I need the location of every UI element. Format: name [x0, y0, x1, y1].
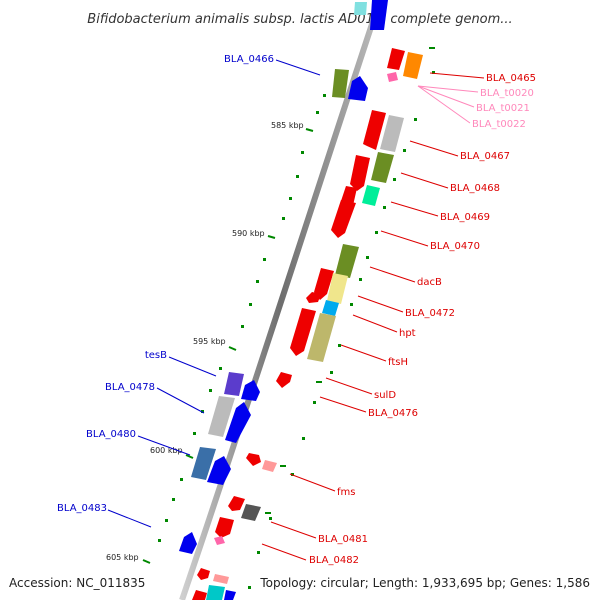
gene-label[interactable]: BLA_0480	[86, 429, 136, 440]
gene-arrow-forward	[370, 0, 388, 30]
gene-label[interactable]: fms	[337, 487, 355, 498]
scale-tick	[228, 346, 237, 351]
genome-backbone	[179, 0, 383, 600]
scale-tick	[185, 454, 194, 459]
scale-label: 595 kbp	[193, 337, 226, 346]
gene-label[interactable]: BLA_0469	[440, 212, 490, 223]
gene-arrow-reverse	[314, 268, 334, 300]
gene-arrow-forward	[354, 2, 367, 15]
gene-arrow-forward	[191, 447, 216, 480]
forward-leader-lines	[107, 59, 321, 528]
gene-arrow-reverse	[335, 244, 359, 278]
forward-genes	[179, 0, 388, 600]
gene-arrow-reverse	[213, 574, 229, 584]
gene-arrow-reverse	[228, 496, 245, 511]
gene-arrow-reverse	[371, 152, 394, 183]
gene-label[interactable]: BLA_t0020	[480, 88, 534, 99]
gene-arrow-reverse	[380, 115, 404, 152]
trna-leader-lines	[417, 85, 479, 124]
scale-labels: 585 kbp 590 kbp 595 kbp 600 kbp 605 kbp	[106, 121, 314, 564]
gene-arrow-reverse	[262, 460, 277, 472]
gene-arrow-reverse	[363, 110, 386, 150]
gene-arrow-reverse	[246, 453, 261, 466]
gene-label[interactable]: BLA_0465	[486, 73, 536, 84]
gene-arrow-reverse	[331, 200, 356, 238]
gene-label[interactable]: dacB	[417, 277, 442, 288]
gene-label[interactable]: sulD	[374, 390, 396, 401]
gene-arrow-forward	[179, 532, 197, 554]
gene-arrow-reverse	[214, 536, 225, 545]
gene-arrow-forward	[332, 69, 349, 98]
scale-tick	[142, 559, 151, 564]
gene-label[interactable]: BLA_0476	[368, 408, 418, 419]
gene-label[interactable]: BLA_0467	[460, 151, 510, 162]
gene-label[interactable]: BLA_0466	[224, 54, 274, 65]
reverse-genes	[192, 48, 423, 600]
scale-tick	[305, 128, 314, 132]
gene-arrow-forward	[224, 590, 236, 600]
gene-label[interactable]: BLA_t0021	[476, 103, 530, 114]
forward-labels: BLA_0466 tesB BLA_0478 BLA_0480 BLA_0483	[57, 54, 274, 514]
gene-label[interactable]: hpt	[399, 328, 416, 339]
gene-arrow-reverse	[276, 372, 292, 388]
gene-arrow-reverse	[387, 48, 405, 70]
gene-arrow-forward	[348, 76, 368, 101]
gene-arrow-reverse	[403, 52, 423, 79]
gene-label[interactable]: BLA_0483	[57, 503, 107, 514]
scale-label: 605 kbp	[106, 553, 139, 562]
gene-label[interactable]: BLA_0481	[318, 534, 368, 545]
gene-label[interactable]: ftsH	[388, 357, 408, 368]
gene-arrow-forward	[241, 380, 260, 401]
reverse-labels: BLA_0465 BLA_0467 BLA_0468 BLA_0469 BLA_…	[309, 73, 536, 566]
gene-arrow-reverse	[197, 568, 210, 580]
gene-label[interactable]: BLA_0472	[405, 308, 455, 319]
gene-arrow-reverse	[362, 185, 380, 206]
scale-label: 585 kbp	[271, 121, 304, 130]
gene-arrow-forward	[207, 456, 231, 485]
map-title: Bifidobacterium animalis subsp. lactis A…	[87, 12, 512, 27]
scale-label: 600 kbp	[150, 446, 183, 455]
gene-arrow-reverse	[215, 517, 234, 538]
gene-arrow-reverse	[290, 308, 316, 356]
reverse-leader-lines	[261, 72, 485, 561]
gene-label[interactable]: BLA_t0022	[472, 119, 526, 130]
gene-label[interactable]: tesB	[145, 350, 167, 361]
gene-arrow-forward	[225, 402, 251, 443]
gene-label[interactable]: BLA_0478	[105, 382, 155, 393]
scale-tick	[267, 235, 276, 239]
gene-arrow-reverse	[350, 155, 370, 191]
gene-arrow-forward	[208, 396, 235, 437]
topology-text: Topology: circular; Length: 1,933,695 bp…	[259, 576, 590, 590]
gene-arrow-forward	[206, 585, 225, 600]
gene-label[interactable]: BLA_0482	[309, 555, 359, 566]
gene-label[interactable]: BLA_0470	[430, 241, 480, 252]
gene-arrow-reverse	[241, 504, 261, 521]
gene-arrow-reverse	[327, 273, 348, 304]
accession-text: Accession: NC_011835	[9, 576, 145, 590]
scale-label: 590 kbp	[232, 229, 265, 238]
trna-labels: BLA_t0020 BLA_t0021 BLA_t0022	[472, 88, 534, 130]
gene-arrow-forward	[224, 372, 244, 396]
gene-arrow-reverse	[192, 590, 207, 600]
gene-arrow-reverse	[387, 72, 398, 82]
gene-label[interactable]: BLA_0468	[450, 183, 500, 194]
gene-arrow-reverse	[307, 313, 336, 362]
gene-arrow-reverse	[322, 300, 339, 316]
gene-arrow-reverse	[306, 292, 321, 303]
